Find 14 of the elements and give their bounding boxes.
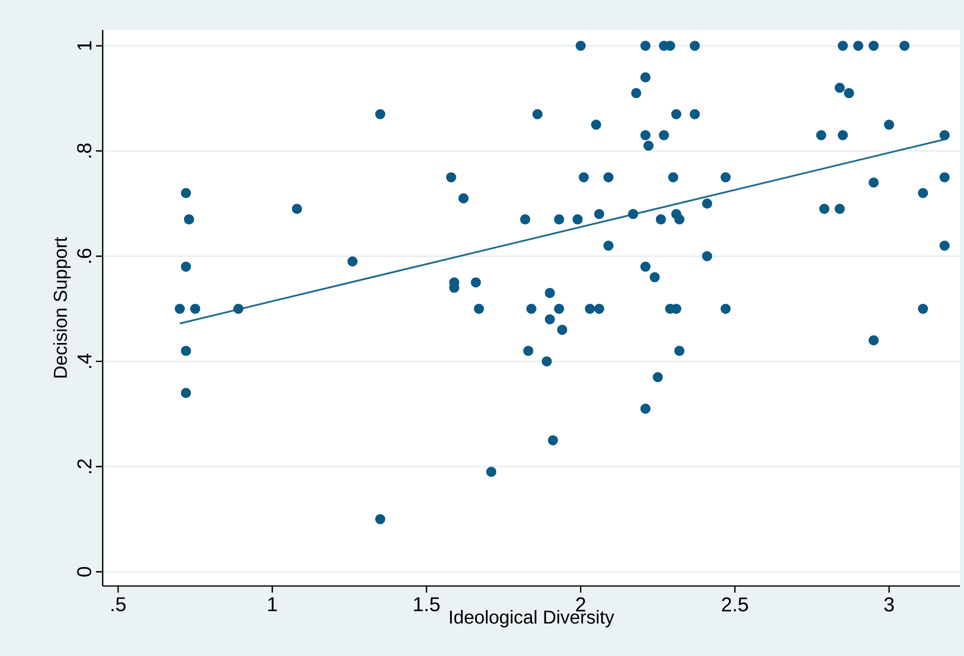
- x-tick-label: .5: [112, 597, 126, 612]
- y-tick-label: .6: [77, 248, 92, 263]
- x-tick-label: 1.5: [414, 597, 440, 612]
- y-tick-label: 0: [77, 567, 92, 577]
- x-tick-label: 2.5: [722, 597, 748, 612]
- x-tick-label: 3: [884, 597, 894, 612]
- y-tick-label: 1: [78, 41, 92, 50]
- x-axis-title: Ideological Diversity: [450, 610, 614, 628]
- y-tick-label: .2: [77, 459, 92, 474]
- y-tick-label: .4: [78, 354, 92, 368]
- x-tick-label: 2: [576, 597, 586, 612]
- x-tick-label: 1: [268, 597, 277, 612]
- y-axis-title: Decision Support: [53, 237, 71, 378]
- y-tick-label: .8: [77, 144, 92, 158]
